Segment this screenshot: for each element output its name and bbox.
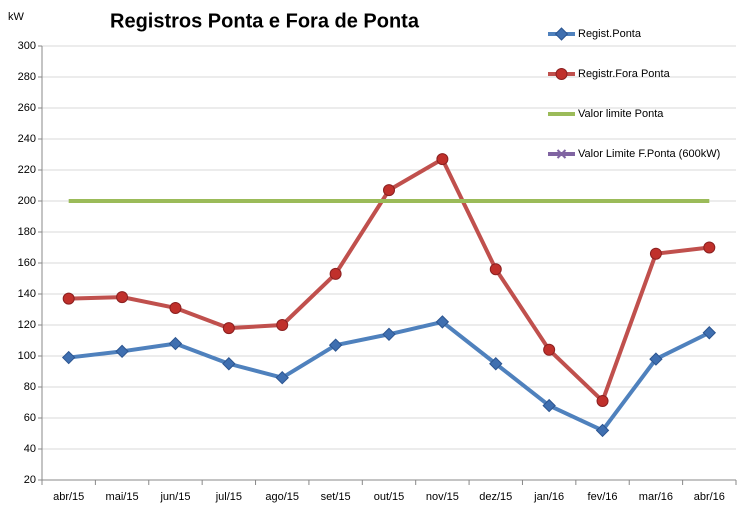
point — [435, 315, 450, 329]
point — [489, 357, 503, 371]
y-tick-label: 260 — [18, 102, 36, 114]
point — [555, 68, 568, 80]
point — [702, 326, 717, 340]
x-tick-label: jul/15 — [215, 491, 242, 503]
point — [168, 336, 183, 351]
y-tick-label: 80 — [24, 381, 36, 393]
y-tick-label: 220 — [18, 164, 36, 176]
y-tick-label: 60 — [24, 412, 36, 424]
y-tick-label: 20 — [24, 474, 36, 486]
point — [383, 184, 395, 197]
point — [115, 344, 129, 359]
point — [649, 352, 663, 366]
point — [382, 327, 396, 342]
point — [556, 149, 567, 159]
y-tick-label: 40 — [24, 443, 36, 455]
x-tick-label: dez/15 — [479, 491, 512, 503]
x-tick-label: fev/16 — [588, 491, 618, 503]
y-tick-label: 160 — [18, 257, 36, 269]
y-tick-label: 100 — [18, 350, 36, 362]
x-tick-label: ago/15 — [265, 491, 299, 503]
x-tick-label: mai/15 — [106, 491, 139, 503]
y-tick-label: 120 — [18, 319, 36, 331]
y-tick-label: 240 — [18, 133, 36, 145]
y-tick-label: 140 — [18, 288, 36, 300]
y-axis-label: kW — [8, 11, 25, 23]
legend-label: Regist.Ponta — [578, 28, 642, 40]
x-tick-label: mar/16 — [639, 491, 673, 503]
point — [436, 153, 449, 166]
chart-title: Registros Ponta e Fora de Ponta — [110, 10, 420, 32]
point — [61, 350, 76, 365]
plot-area — [61, 153, 717, 438]
point — [222, 322, 235, 335]
point — [554, 27, 569, 41]
x-tick-label: jun/15 — [159, 491, 190, 503]
legend-label: Valor Limite F.Ponta (600kW) — [578, 148, 720, 160]
y-tick-label: 280 — [18, 71, 36, 83]
point — [328, 338, 343, 352]
point — [329, 267, 342, 280]
point — [489, 263, 502, 276]
point — [649, 247, 662, 260]
legend-label: Valor limite Ponta — [578, 108, 664, 120]
point — [222, 357, 236, 371]
point — [169, 301, 182, 314]
point — [596, 394, 609, 407]
point — [595, 423, 610, 438]
legend-label: Registr.Fora Ponta — [578, 68, 671, 80]
x-tick-label: jan/16 — [533, 491, 564, 503]
point — [276, 319, 289, 331]
y-tick-label: 200 — [18, 195, 36, 207]
x-tick-label: abr/16 — [694, 491, 725, 503]
x-tick-label: set/15 — [321, 491, 351, 503]
point — [116, 291, 129, 304]
x-tick-label: nov/15 — [426, 491, 459, 503]
point — [275, 370, 289, 385]
y-tick-label: 180 — [18, 226, 36, 238]
point — [543, 343, 556, 356]
point — [703, 241, 716, 254]
point — [62, 292, 75, 305]
x-tick-label: out/15 — [374, 491, 405, 503]
y-tick-label: 300 — [18, 40, 36, 52]
point — [542, 398, 556, 413]
x-tick-label: abr/15 — [53, 491, 84, 503]
